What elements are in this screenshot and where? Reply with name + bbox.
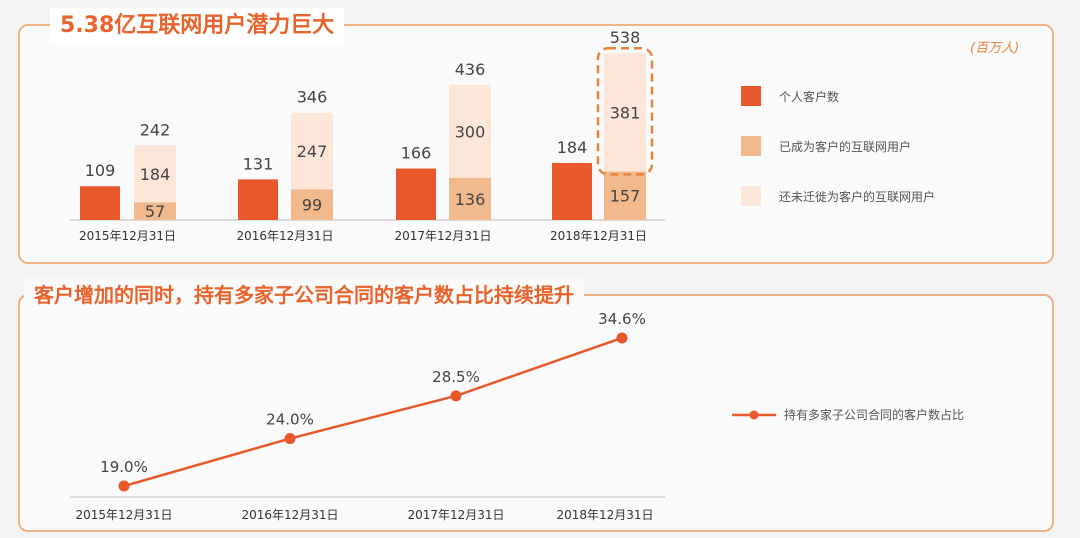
data-label-unconverted: 184 [140, 165, 171, 184]
data-label: 28.5% [432, 368, 480, 386]
bar-customers [80, 186, 120, 220]
x-tick-label: 2018年12月31日 [556, 508, 653, 522]
bar-unconverted [134, 145, 176, 203]
legend-customers: 个人客户数 [741, 86, 839, 106]
legend-swatch [741, 186, 761, 206]
x-tick-label: 2015年12月31日 [79, 229, 176, 243]
data-label: 34.6% [598, 310, 646, 328]
x-tick-label: 2018年12月31日 [550, 229, 647, 243]
series-line [123, 336, 623, 488]
bottom-panel [18, 294, 1054, 532]
bar-converted [134, 202, 176, 220]
data-label-unconverted: 247 [297, 142, 328, 161]
data-label-converted: 57 [145, 202, 165, 221]
data-label-total: 242 [140, 120, 171, 139]
data-point [284, 433, 296, 445]
x-tick-label: 2016年12月31日 [236, 229, 333, 243]
data-label-customers: 166 [401, 144, 432, 163]
data-label-customers: 184 [557, 138, 588, 157]
legend-swatch [741, 136, 761, 156]
bar-customers [552, 162, 592, 220]
data-point [450, 390, 462, 402]
data-label-total: 346 [297, 88, 328, 107]
data-label: 24.0% [266, 411, 314, 429]
data-label-unconverted: 381 [610, 103, 641, 122]
data-label: 19.0% [100, 458, 148, 476]
line-chart-title: 客户增加的同时，持有多家子公司合同的客户数占比持续提升 [24, 279, 584, 311]
legend-label: 还未迁徙为客户的互联网用户 [779, 189, 936, 204]
data-label-total: 436 [455, 60, 486, 79]
bar-unconverted [291, 112, 333, 190]
top-panel [18, 24, 1054, 264]
bar-converted [604, 171, 646, 220]
legend-label: 持有多家子公司合同的客户数占比 [784, 408, 965, 422]
data-label-total: 538 [610, 28, 641, 47]
highlight-box [596, 46, 654, 176]
x-tick-label: 2017年12月31日 [407, 508, 504, 522]
legend-unconverted: 还未迁徙为客户的互联网用户 [741, 186, 935, 206]
bar-chart-title: 5.38亿互联网用户潜力巨大 [50, 8, 345, 44]
data-label-unconverted: 300 [455, 122, 486, 141]
legend-line: 持有多家子公司合同的客户数占比 [732, 406, 964, 423]
legend-line-marker [732, 410, 776, 419]
legend-label: 个人客户数 [779, 89, 840, 104]
bar-customers [238, 179, 278, 220]
data-label-converted: 99 [302, 196, 322, 215]
bar-unconverted [604, 53, 646, 172]
bar-unconverted [449, 84, 491, 178]
data-label-converted: 136 [455, 190, 486, 209]
x-tick-label: 2016年12月31日 [241, 508, 338, 522]
data-point [118, 480, 130, 492]
x-tick-label: 2015年12月31日 [75, 508, 172, 522]
bar-converted [449, 177, 491, 220]
unit-label: (百万人) [970, 41, 1020, 56]
x-tick-label: 2017年12月31日 [394, 229, 491, 243]
bar-converted [291, 189, 333, 220]
legend-swatch [741, 86, 761, 106]
data-label-converted: 157 [610, 187, 641, 206]
legend-label: 已成为客户的互联网用户 [779, 139, 912, 154]
data-point [616, 332, 628, 344]
data-label-customers: 109 [85, 161, 116, 180]
data-label-customers: 131 [243, 154, 274, 173]
bar-customers [396, 168, 436, 220]
legend-converted: 已成为客户的互联网用户 [741, 136, 911, 156]
